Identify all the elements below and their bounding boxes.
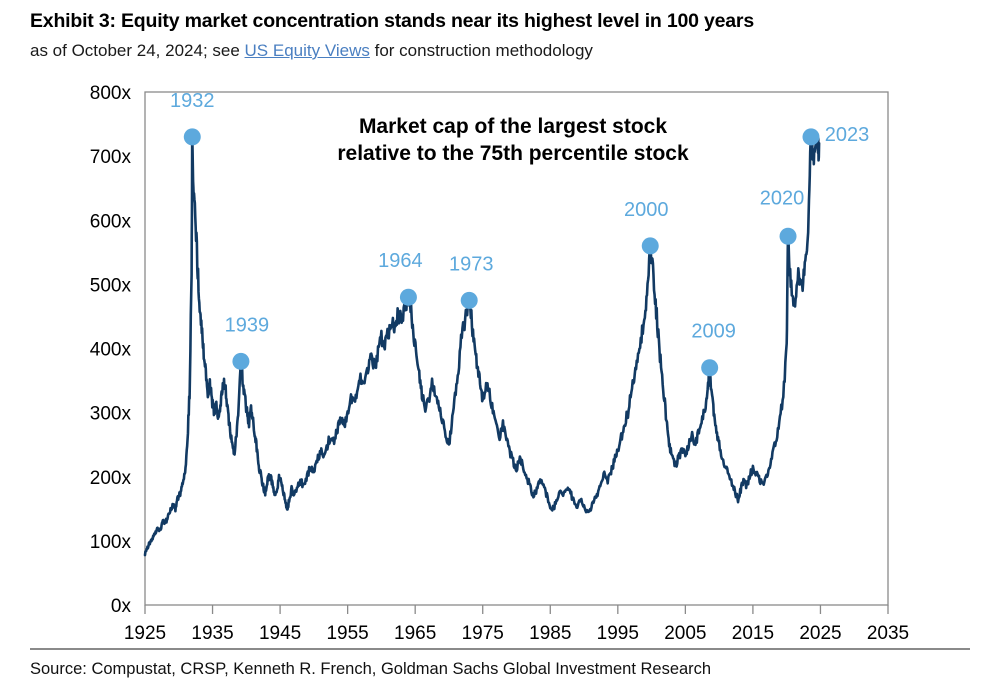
annotation-markers (183, 128, 820, 377)
in-chart-title-line2: relative to the 75th percentile stock (337, 142, 689, 165)
peak-label-1932: 1932 (170, 90, 215, 112)
y-tick-label: 800x (90, 83, 132, 104)
x-tick-label: 1995 (597, 623, 639, 640)
x-axis-ticks (144, 605, 889, 614)
x-tick-label: 1955 (326, 623, 368, 640)
page-title: Exhibit 3: Equity market concentration s… (30, 10, 754, 32)
peak-marker-2009 (701, 359, 719, 377)
peak-label-1973: 1973 (449, 253, 494, 275)
peak-marker-1939 (232, 352, 250, 370)
chart-container: 0x 100x 200x 300x 400x 500x 600x 700x 800x 1925 1… (0, 80, 1000, 640)
y-tick-label: 600x (90, 211, 132, 232)
chart-header: Exhibit 3: Equity market concentration s… (30, 10, 980, 61)
data-series-group (143, 135, 821, 557)
peak-marker-2000 (641, 237, 659, 255)
subtitle-text-before: as of October 24, 2024; see (30, 41, 245, 60)
peak-marker-1973 (460, 291, 478, 309)
chart-subtitle: as of October 24, 2024; see US Equity Vi… (30, 41, 980, 61)
y-tick-label: 200x (90, 468, 132, 489)
y-axis-tick-labels: 0x 100x 200x 300x 400x 500x 600x 700x 800x (90, 83, 132, 617)
peak-label-2020: 2020 (760, 187, 805, 209)
x-axis-tick-labels: 1925 1935 1945 1955 1965 1975 1985 1995 2005 2015… (124, 623, 909, 640)
subtitle-text-after: for construction methodology (369, 41, 593, 60)
peak-label-2009: 2009 (691, 321, 736, 343)
axis-frame (144, 91, 889, 606)
x-tick-label: 1925 (124, 623, 166, 640)
x-tick-label: 1965 (394, 623, 436, 640)
peak-marker-2020 (779, 227, 797, 245)
y-tick-label: 0x (111, 596, 132, 617)
x-tick-label: 1985 (529, 623, 571, 640)
x-tick-label: 1975 (462, 623, 504, 640)
peak-label-2023: 2023 (825, 124, 870, 146)
x-tick-label: 1935 (191, 623, 233, 640)
plot-background (145, 92, 888, 605)
data-line (143, 135, 821, 557)
in-chart-title: Market cap of the largest stock relative… (337, 115, 689, 165)
annotation-labels: 1932 1939 1964 1973 2000 2009 2020 2023 (170, 90, 869, 343)
peak-marker-1932 (183, 128, 201, 146)
x-tick-label: 2005 (664, 623, 706, 640)
y-tick-label: 300x (90, 404, 132, 425)
footer-divider (30, 648, 970, 650)
y-tick-label: 100x (90, 532, 132, 553)
peak-label-1964: 1964 (378, 250, 423, 272)
y-tick-label: 400x (90, 340, 132, 361)
x-tick-label: 2025 (799, 623, 841, 640)
peak-label-1939: 1939 (225, 314, 270, 336)
peak-label-2000: 2000 (624, 199, 669, 221)
y-tick-label: 700x (90, 147, 132, 168)
peak-marker-1964 (399, 288, 417, 306)
peak-marker-2023 (802, 128, 820, 146)
in-chart-title-line1: Market cap of the largest stock (359, 115, 667, 138)
x-tick-label: 2015 (732, 623, 774, 640)
us-equity-views-link[interactable]: US Equity Views (244, 41, 370, 60)
y-tick-label: 500x (90, 275, 132, 296)
x-tick-label: 2035 (867, 623, 909, 640)
x-tick-label: 1945 (259, 623, 301, 640)
source-note: Source: Compustat, CRSP, Kenneth R. Fren… (30, 660, 712, 678)
